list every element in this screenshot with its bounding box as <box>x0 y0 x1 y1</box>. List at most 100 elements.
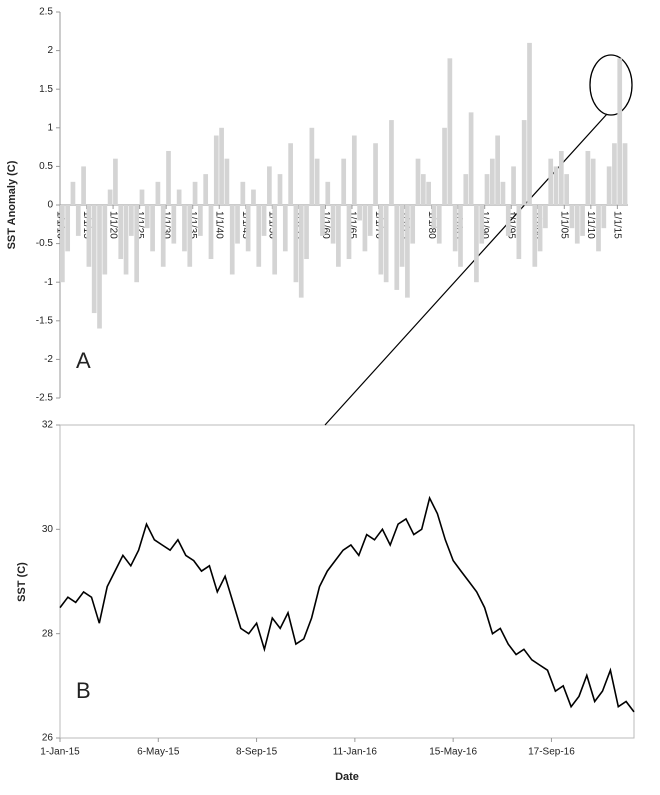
bar <box>187 205 193 267</box>
bar <box>346 205 352 260</box>
bar <box>224 158 230 205</box>
x-tick-label: 1/1/10 <box>585 211 596 239</box>
bar <box>288 143 293 205</box>
bar <box>208 205 214 260</box>
bar <box>569 205 575 229</box>
x-tick-label: 1/1/50 <box>267 211 278 239</box>
bar <box>219 127 224 205</box>
bar <box>596 205 601 252</box>
bar <box>118 205 124 260</box>
bar <box>399 205 405 267</box>
bar <box>500 181 506 205</box>
panel-b-frame <box>59 424 635 739</box>
y-tick-label: 28 <box>42 628 54 639</box>
x-tick-label: 1/1/25 <box>134 211 145 239</box>
bar <box>139 189 145 205</box>
x-tick-label: 1/1/60 <box>320 211 331 239</box>
bar <box>553 166 559 205</box>
bar <box>160 205 166 267</box>
x-tick-label: 1/1/15 <box>612 211 623 239</box>
bar <box>590 158 596 205</box>
y-tick-label: -1.5 <box>36 315 54 326</box>
bar <box>171 205 177 244</box>
zoom-ellipse <box>589 54 633 116</box>
bar <box>367 205 373 236</box>
x-tick-label: 1/1/30 <box>161 211 172 239</box>
bar <box>410 205 416 244</box>
bar <box>293 205 299 283</box>
bar <box>617 58 623 205</box>
y-tick-label: -2 <box>44 354 53 365</box>
bar <box>129 205 134 236</box>
bar <box>60 205 65 283</box>
x-tick-label: 1/1/05 <box>559 211 570 239</box>
bar <box>532 205 538 267</box>
y-tick-label: -0.5 <box>36 238 54 249</box>
bar <box>389 120 394 205</box>
x-tick-label: 1/1/95 <box>506 211 517 239</box>
bar <box>383 205 389 283</box>
x-tick-label: 1/1/85 <box>452 211 463 239</box>
bar <box>229 205 235 275</box>
bar <box>394 205 400 290</box>
bar <box>330 205 336 244</box>
bar <box>65 205 71 252</box>
bar <box>70 181 76 205</box>
bar <box>622 143 628 205</box>
bar <box>245 205 251 252</box>
bar <box>272 205 278 275</box>
bar <box>516 205 522 260</box>
bar <box>102 205 108 275</box>
x-tick-label: 1/1/00 <box>532 211 543 239</box>
bar <box>198 205 203 236</box>
bar <box>436 205 442 244</box>
y-tick-label: 30 <box>42 524 54 535</box>
bar <box>537 205 543 252</box>
bar <box>97 205 102 329</box>
y-axis-title: SST Anomaly (C) <box>6 160 18 249</box>
x-tick-label: 1/1/65 <box>346 211 357 239</box>
bar <box>282 205 288 252</box>
y-tick-label: 26 <box>42 733 54 744</box>
bar <box>134 205 140 283</box>
bar <box>479 205 485 244</box>
x-tick-label: 8-Sep-15 <box>236 747 278 758</box>
bar <box>489 158 495 205</box>
x-tick-label: 1/1/40 <box>214 211 225 239</box>
x-tick-label: 1/1/70 <box>373 211 384 239</box>
bar <box>426 181 431 205</box>
panel-label: B <box>76 678 91 703</box>
bar <box>91 205 97 314</box>
x-tick-label: 1/1/15 <box>81 211 92 239</box>
x-tick-label: 1/1/10 <box>54 211 65 239</box>
x-tick-label: 6-May-15 <box>137 747 180 758</box>
bar <box>304 205 309 260</box>
x-tick-label: 1/1/35 <box>187 211 198 239</box>
bar <box>203 174 209 205</box>
x-tick-label: 11-Jan-16 <box>333 747 378 758</box>
bar <box>107 189 113 205</box>
bar <box>362 205 368 252</box>
x-tick-label: 17-Sep-16 <box>528 747 575 758</box>
x-tick-label: 15-May-16 <box>429 747 477 758</box>
bar <box>447 58 453 205</box>
bar <box>256 205 262 267</box>
bar <box>612 143 617 205</box>
bar <box>240 181 246 205</box>
bar <box>601 205 607 229</box>
bar <box>373 143 378 205</box>
y-tick-label: 1 <box>47 122 53 133</box>
bar <box>123 205 129 275</box>
bar <box>415 158 421 205</box>
x-tick-label: 1/1/55 <box>293 211 304 239</box>
x-tick-label: 1/1/80 <box>426 211 437 239</box>
bar <box>548 158 554 205</box>
bar <box>511 166 516 205</box>
bar <box>81 166 86 205</box>
bar <box>585 150 591 205</box>
bar <box>235 205 240 244</box>
bar <box>176 189 182 205</box>
bar <box>277 174 283 205</box>
